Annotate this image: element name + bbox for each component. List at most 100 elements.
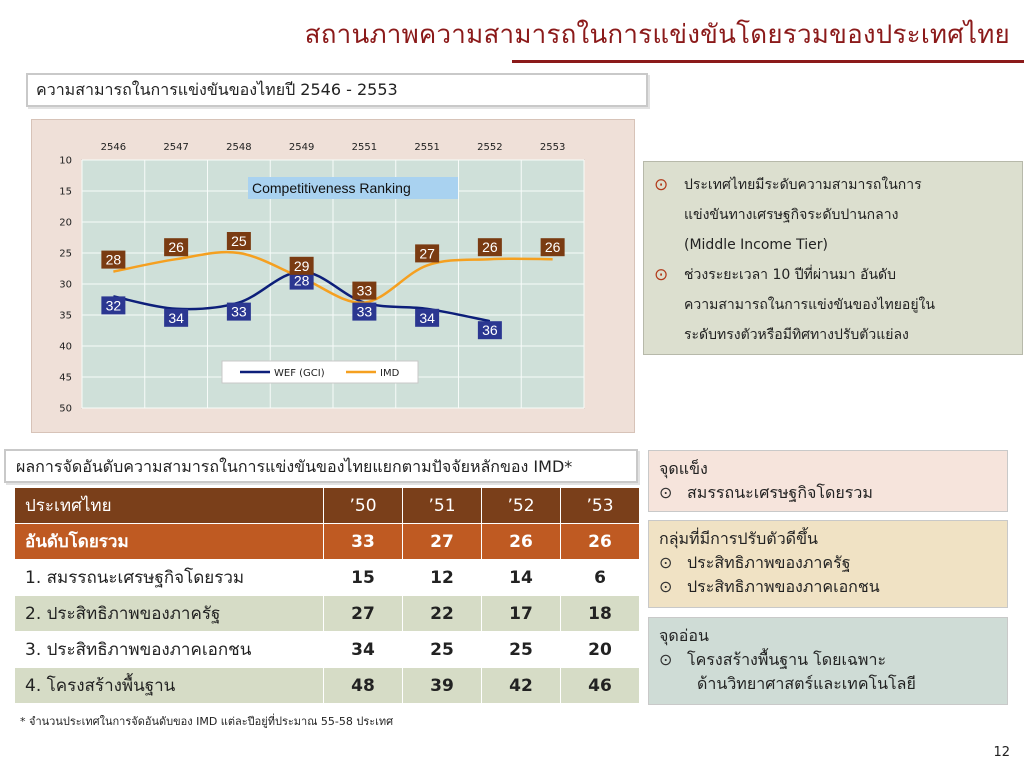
summary-bullets: ⊙ ประเทศไทยมีระดับความสามารถในการ แข่งขั…: [643, 161, 1023, 355]
bullet-line: ประเทศไทยมีระดับความสามารถในการ: [684, 177, 922, 193]
table-cell: 33: [323, 523, 403, 560]
table-cell: 34: [323, 631, 403, 668]
data-label-box: [540, 238, 565, 257]
table-cell: 4. โครงสร้างพื้นฐาน: [14, 667, 324, 704]
data-label: 34: [419, 310, 435, 326]
bullet-mark-icon: ⊙: [659, 650, 673, 669]
data-label: 28: [294, 273, 310, 289]
y-tick-label: 25: [59, 249, 72, 260]
bullet-line: แข่งขันทางเศรษฐกิจระดับปานกลาง: [684, 207, 899, 223]
weakness-panel: จุดอ่อน ⊙ โครงสร้างพื้นฐาน โดยเฉพาะ ด้านว…: [648, 617, 1008, 705]
table-cell: 25: [402, 631, 482, 668]
data-label-box: [101, 250, 126, 269]
header-cell: ’51: [402, 487, 482, 524]
panel-title: กลุ่มที่มีการปรับตัวดีขึ้น: [659, 529, 818, 548]
table-cell: 15: [323, 559, 403, 596]
header-cell: ’50: [323, 487, 403, 524]
x-tick-label: 2551: [414, 142, 439, 153]
panel-item: ⊙ โครงสร้างพื้นฐาน โดยเฉพาะ: [659, 648, 997, 672]
chart-svg: 10 15 20 25 30 35 40 45 50 2546 2547 2548 2549 2551 25…: [59, 142, 585, 415]
data-label: 26: [545, 239, 561, 255]
table-cell: 6: [560, 559, 640, 596]
y-tick-label: 50: [59, 404, 72, 415]
bullet-mark-icon: ⊙: [659, 483, 673, 502]
bullet-item: ⊙ ช่วงระยะเวลา 10 ปีที่ผ่านมา อันดับ ควา…: [654, 260, 1012, 350]
x-tick-label: 2552: [477, 142, 502, 153]
table-cell: 20: [560, 631, 640, 668]
data-label-box: [289, 256, 314, 275]
data-label: 25: [231, 233, 247, 249]
panel-title: จุดแข็ง: [659, 459, 708, 478]
y-tick-label: 40: [59, 342, 72, 353]
bullet-line: ระดับทรงตัวหรือมีทิศทางปรับตัวแย่ลง: [684, 327, 909, 343]
table-row: 3. ประสิทธิภาพของภาคเอกชน 34 25 25 20: [14, 631, 640, 668]
table-cell: 27: [323, 595, 403, 632]
bullet-line: (Middle Income Tier): [684, 237, 828, 253]
improved-panel: กลุ่มที่มีการปรับตัวดีขึ้น ⊙ ประสิทธิภาพข…: [648, 520, 1008, 608]
data-label-box: [226, 232, 251, 250]
bullet-mark-icon: ⊙: [654, 265, 669, 285]
data-label: 26: [168, 239, 184, 255]
table-cell: 22: [402, 595, 482, 632]
x-tick-label: 2553: [540, 142, 565, 153]
table-cell: อันดับโดยรวม: [14, 523, 324, 560]
table-cell: 2. ประสิทธิภาพของภาครัฐ: [14, 595, 324, 632]
table-row: 4. โครงสร้างพื้นฐาน 48 39 42 46: [14, 667, 640, 704]
legend-label: IMD: [380, 368, 400, 379]
strength-panel: จุดแข็ง ⊙ สมรรถนะเศรษฐกิจโดยรวม: [648, 450, 1008, 512]
table-heading: ผลการจัดอันดับความสามารถในการแข่งขันของไ…: [4, 449, 638, 483]
table-cell: 12: [402, 559, 482, 596]
bullet-line: ความสามารถในการแข่งขันของไทยอยู่ใน: [684, 297, 935, 313]
data-label-box: [477, 321, 502, 340]
table-header-row: ประเทศไทย ’50 ’51 ’52 ’53: [14, 487, 640, 524]
panel-item: ⊙ ประสิทธิภาพของภาคเอกชน: [659, 575, 997, 599]
header-cell: ’52: [481, 487, 561, 524]
table-cell: 48: [323, 667, 403, 704]
data-label-box: [289, 271, 314, 290]
panel-item-continuation: ด้านวิทยาศาสตร์และเทคโนโลยี: [697, 674, 916, 693]
data-label-box: [415, 308, 440, 327]
chart-heading: ความสามารถในการแข่งขันของไทยปี 2546 - 25…: [26, 73, 648, 107]
data-label-box: [164, 308, 189, 327]
data-label-box: [352, 302, 377, 321]
table-cell: 42: [481, 667, 561, 704]
data-label-box: [101, 296, 126, 315]
bullet-mark-icon: ⊙: [654, 175, 669, 195]
bullet-mark-icon: ⊙: [659, 553, 673, 572]
y-tick-label: 20: [59, 218, 72, 229]
table-cell: 17: [481, 595, 561, 632]
table-cell: 39: [402, 667, 482, 704]
x-tick-label: 2551: [352, 142, 377, 153]
x-tick-label: 2546: [101, 142, 126, 153]
legend-label: WEF (GCI): [274, 368, 325, 379]
panel-item: ⊙ สมรรถนะเศรษฐกิจโดยรวม: [659, 481, 997, 505]
data-label-box: [352, 281, 377, 300]
data-label: 33: [231, 304, 247, 320]
page-title: สถานภาพความสามารถในการแข่งขันโดยรวมของปร…: [304, 20, 1010, 50]
table-cell: 25: [481, 631, 561, 668]
data-label: 26: [482, 239, 498, 255]
bullet-mark-icon: ⊙: [659, 577, 673, 596]
series-line-imd: [113, 250, 553, 304]
panel-title: จุดอ่อน: [659, 626, 709, 645]
page-number: 12: [993, 745, 1010, 760]
table-cell: 26: [560, 523, 640, 560]
table-cell: 27: [402, 523, 482, 560]
y-tick-label: 30: [59, 280, 72, 291]
data-label: 36: [482, 322, 498, 338]
table-cell: 1. สมรรถนะเศรษฐกิจโดยรวม: [14, 559, 324, 596]
ranking-chart: 10 15 20 25 30 35 40 45 50 2546 2547 2548 2549 2551 25…: [31, 119, 635, 433]
data-label-box: [226, 302, 251, 321]
title-rule: [512, 60, 1024, 63]
chart-label: Competitiveness Ranking: [248, 177, 458, 199]
bullet-line: ช่วงระยะเวลา 10 ปีที่ผ่านมา อันดับ: [684, 267, 897, 283]
table-row-overall: อันดับโดยรวม 33 27 26 26: [14, 523, 640, 560]
data-label: 33: [357, 283, 373, 299]
y-tick-label: 35: [59, 311, 72, 322]
footnote: * จำนวนประเทศในการจัดอันดับของ IMD แต่ละ…: [20, 715, 394, 728]
x-tick-label: 2548: [226, 142, 251, 153]
table-cell: 26: [481, 523, 561, 560]
data-label: 27: [419, 245, 435, 261]
data-label-box: [415, 244, 440, 263]
legend-box: [221, 360, 419, 384]
